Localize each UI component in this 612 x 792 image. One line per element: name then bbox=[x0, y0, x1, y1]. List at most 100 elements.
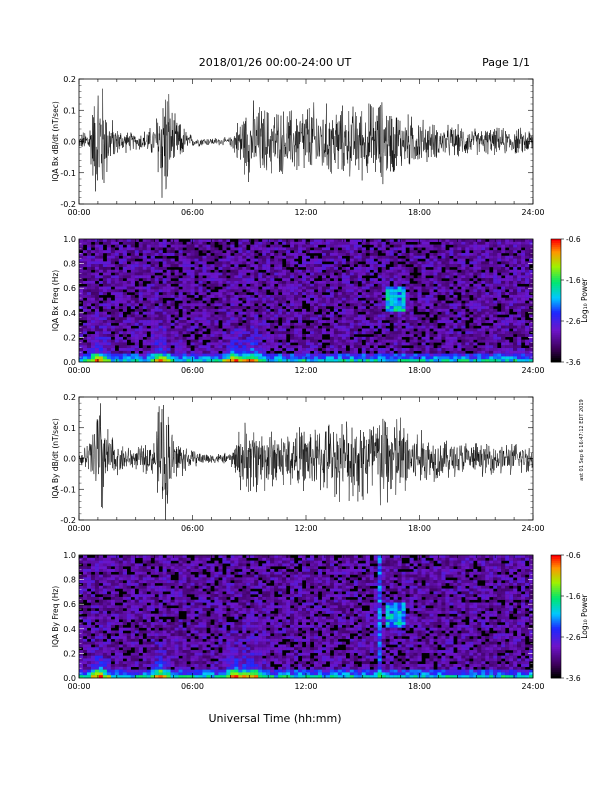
spectrogram-cell bbox=[210, 350, 215, 354]
spectrogram-cell bbox=[114, 325, 120, 329]
spectrogram-cell bbox=[226, 356, 231, 360]
spectrogram-cell bbox=[385, 322, 390, 326]
spectrogram-cell bbox=[106, 322, 112, 326]
spectrogram-cell bbox=[130, 336, 135, 340]
spectrogram-cell bbox=[282, 314, 287, 318]
spectrogram-cell bbox=[262, 328, 267, 332]
spectrogram-cell bbox=[210, 311, 215, 315]
spectrogram-cell bbox=[202, 314, 207, 318]
spectrogram-cell bbox=[425, 325, 430, 329]
spectrogram-cell bbox=[313, 353, 319, 357]
spectrogram-cell bbox=[102, 661, 108, 665]
spectrogram-cell bbox=[82, 258, 88, 262]
spectrogram-cell bbox=[489, 300, 494, 304]
spectrogram-cell bbox=[286, 348, 291, 352]
spectrogram-cell bbox=[309, 250, 315, 254]
spectrogram-cell bbox=[373, 336, 378, 340]
spectrogram-cell bbox=[134, 314, 139, 318]
spectrogram-cell bbox=[98, 353, 104, 357]
spectrogram-cell bbox=[477, 266, 482, 270]
spectrogram-cell bbox=[198, 303, 203, 307]
spectrogram-cell bbox=[477, 286, 482, 290]
spectrogram-cell bbox=[218, 356, 223, 360]
spectrogram-cell bbox=[94, 568, 100, 572]
spectrogram-cell bbox=[465, 255, 470, 259]
spectrogram-cell bbox=[349, 258, 354, 262]
spectrogram-cell bbox=[90, 675, 96, 679]
spectrogram-cell bbox=[525, 250, 530, 254]
spectrogram-cell bbox=[150, 261, 155, 265]
spectrogram-cell bbox=[86, 350, 92, 354]
spectrogram-cell bbox=[493, 294, 498, 298]
spectrogram-cell bbox=[529, 272, 534, 276]
spectrogram-cell bbox=[90, 630, 96, 634]
colorbar-band bbox=[551, 337, 561, 340]
spectrogram-cell bbox=[106, 661, 112, 665]
spectrogram-cell bbox=[501, 283, 506, 287]
spectrogram-cell bbox=[341, 311, 347, 315]
spectrogram-cell bbox=[150, 289, 155, 293]
spectrogram-cell bbox=[353, 294, 358, 298]
spectrogram-cell bbox=[210, 320, 215, 324]
spectrogram-cell bbox=[106, 557, 112, 561]
spectrogram-cell bbox=[290, 297, 295, 301]
spectrogram-cell bbox=[357, 300, 362, 304]
spectrogram-cell bbox=[110, 328, 116, 332]
spectrogram-cell bbox=[313, 306, 319, 310]
spectrogram-cell bbox=[445, 339, 450, 343]
spectrogram-cell bbox=[106, 605, 112, 609]
spectrogram-cell bbox=[286, 269, 291, 273]
spectrogram-cell bbox=[90, 348, 96, 352]
spectrogram-cell bbox=[349, 292, 354, 296]
spectrogram-cell bbox=[238, 247, 243, 251]
spectrogram-cell bbox=[397, 280, 402, 284]
spectrogram-cell bbox=[409, 250, 414, 254]
spectrogram-cell bbox=[529, 280, 534, 284]
spectrogram-cell bbox=[397, 306, 402, 310]
spectrogram-cell bbox=[210, 328, 215, 332]
spectrogram-cell bbox=[194, 322, 199, 326]
spectrogram-cell bbox=[290, 264, 295, 268]
spectrogram-cell bbox=[226, 328, 231, 332]
spectrogram-cell bbox=[150, 250, 155, 254]
spectrogram-cell bbox=[298, 334, 303, 338]
spectrogram-cell bbox=[357, 252, 362, 256]
spectrogram-cell bbox=[210, 239, 215, 242]
spectrogram-cell bbox=[94, 247, 100, 251]
spectrogram-cell bbox=[393, 325, 398, 329]
spectrogram-cell bbox=[242, 311, 247, 315]
spectrogram-cell bbox=[214, 283, 219, 287]
spectrogram-cell bbox=[417, 353, 422, 357]
spectrogram-cell bbox=[294, 266, 299, 270]
spectrogram-cell bbox=[110, 345, 116, 349]
spectrogram-cell bbox=[82, 264, 88, 268]
spectrogram-cell bbox=[453, 306, 458, 310]
spectrogram-cell bbox=[210, 272, 215, 276]
spectrogram-cell bbox=[110, 250, 116, 254]
spectrogram-cell bbox=[158, 266, 163, 270]
spectrogram-cell bbox=[162, 280, 167, 284]
spectrogram-cell bbox=[258, 294, 263, 298]
spectrogram-cell bbox=[397, 258, 402, 262]
spectrogram-cell bbox=[86, 636, 92, 640]
spectrogram-cell bbox=[298, 252, 303, 256]
spectrogram-cell bbox=[230, 336, 235, 340]
spectrogram-cell bbox=[198, 350, 203, 354]
spectrogram-cell bbox=[357, 331, 362, 335]
spectrogram-cell bbox=[198, 255, 203, 259]
spectrogram-cell bbox=[126, 300, 131, 304]
spectrogram-cell bbox=[254, 336, 259, 340]
spectrogram-cell bbox=[98, 264, 104, 268]
spectrogram-cell bbox=[294, 292, 299, 296]
spectrogram-cell bbox=[182, 342, 187, 346]
spectrogram-cell bbox=[134, 320, 139, 324]
spectrogram-cell bbox=[513, 264, 518, 268]
spectrogram-cell bbox=[222, 325, 227, 329]
spectrogram-cell bbox=[250, 325, 255, 329]
spectrogram-cell bbox=[110, 568, 116, 572]
spectrogram-cell bbox=[102, 650, 108, 654]
spectrogram-cell bbox=[198, 300, 203, 304]
spectrogram-cell bbox=[389, 317, 394, 321]
spectrogram-cell bbox=[286, 322, 291, 326]
spectrogram-cell bbox=[437, 264, 442, 268]
